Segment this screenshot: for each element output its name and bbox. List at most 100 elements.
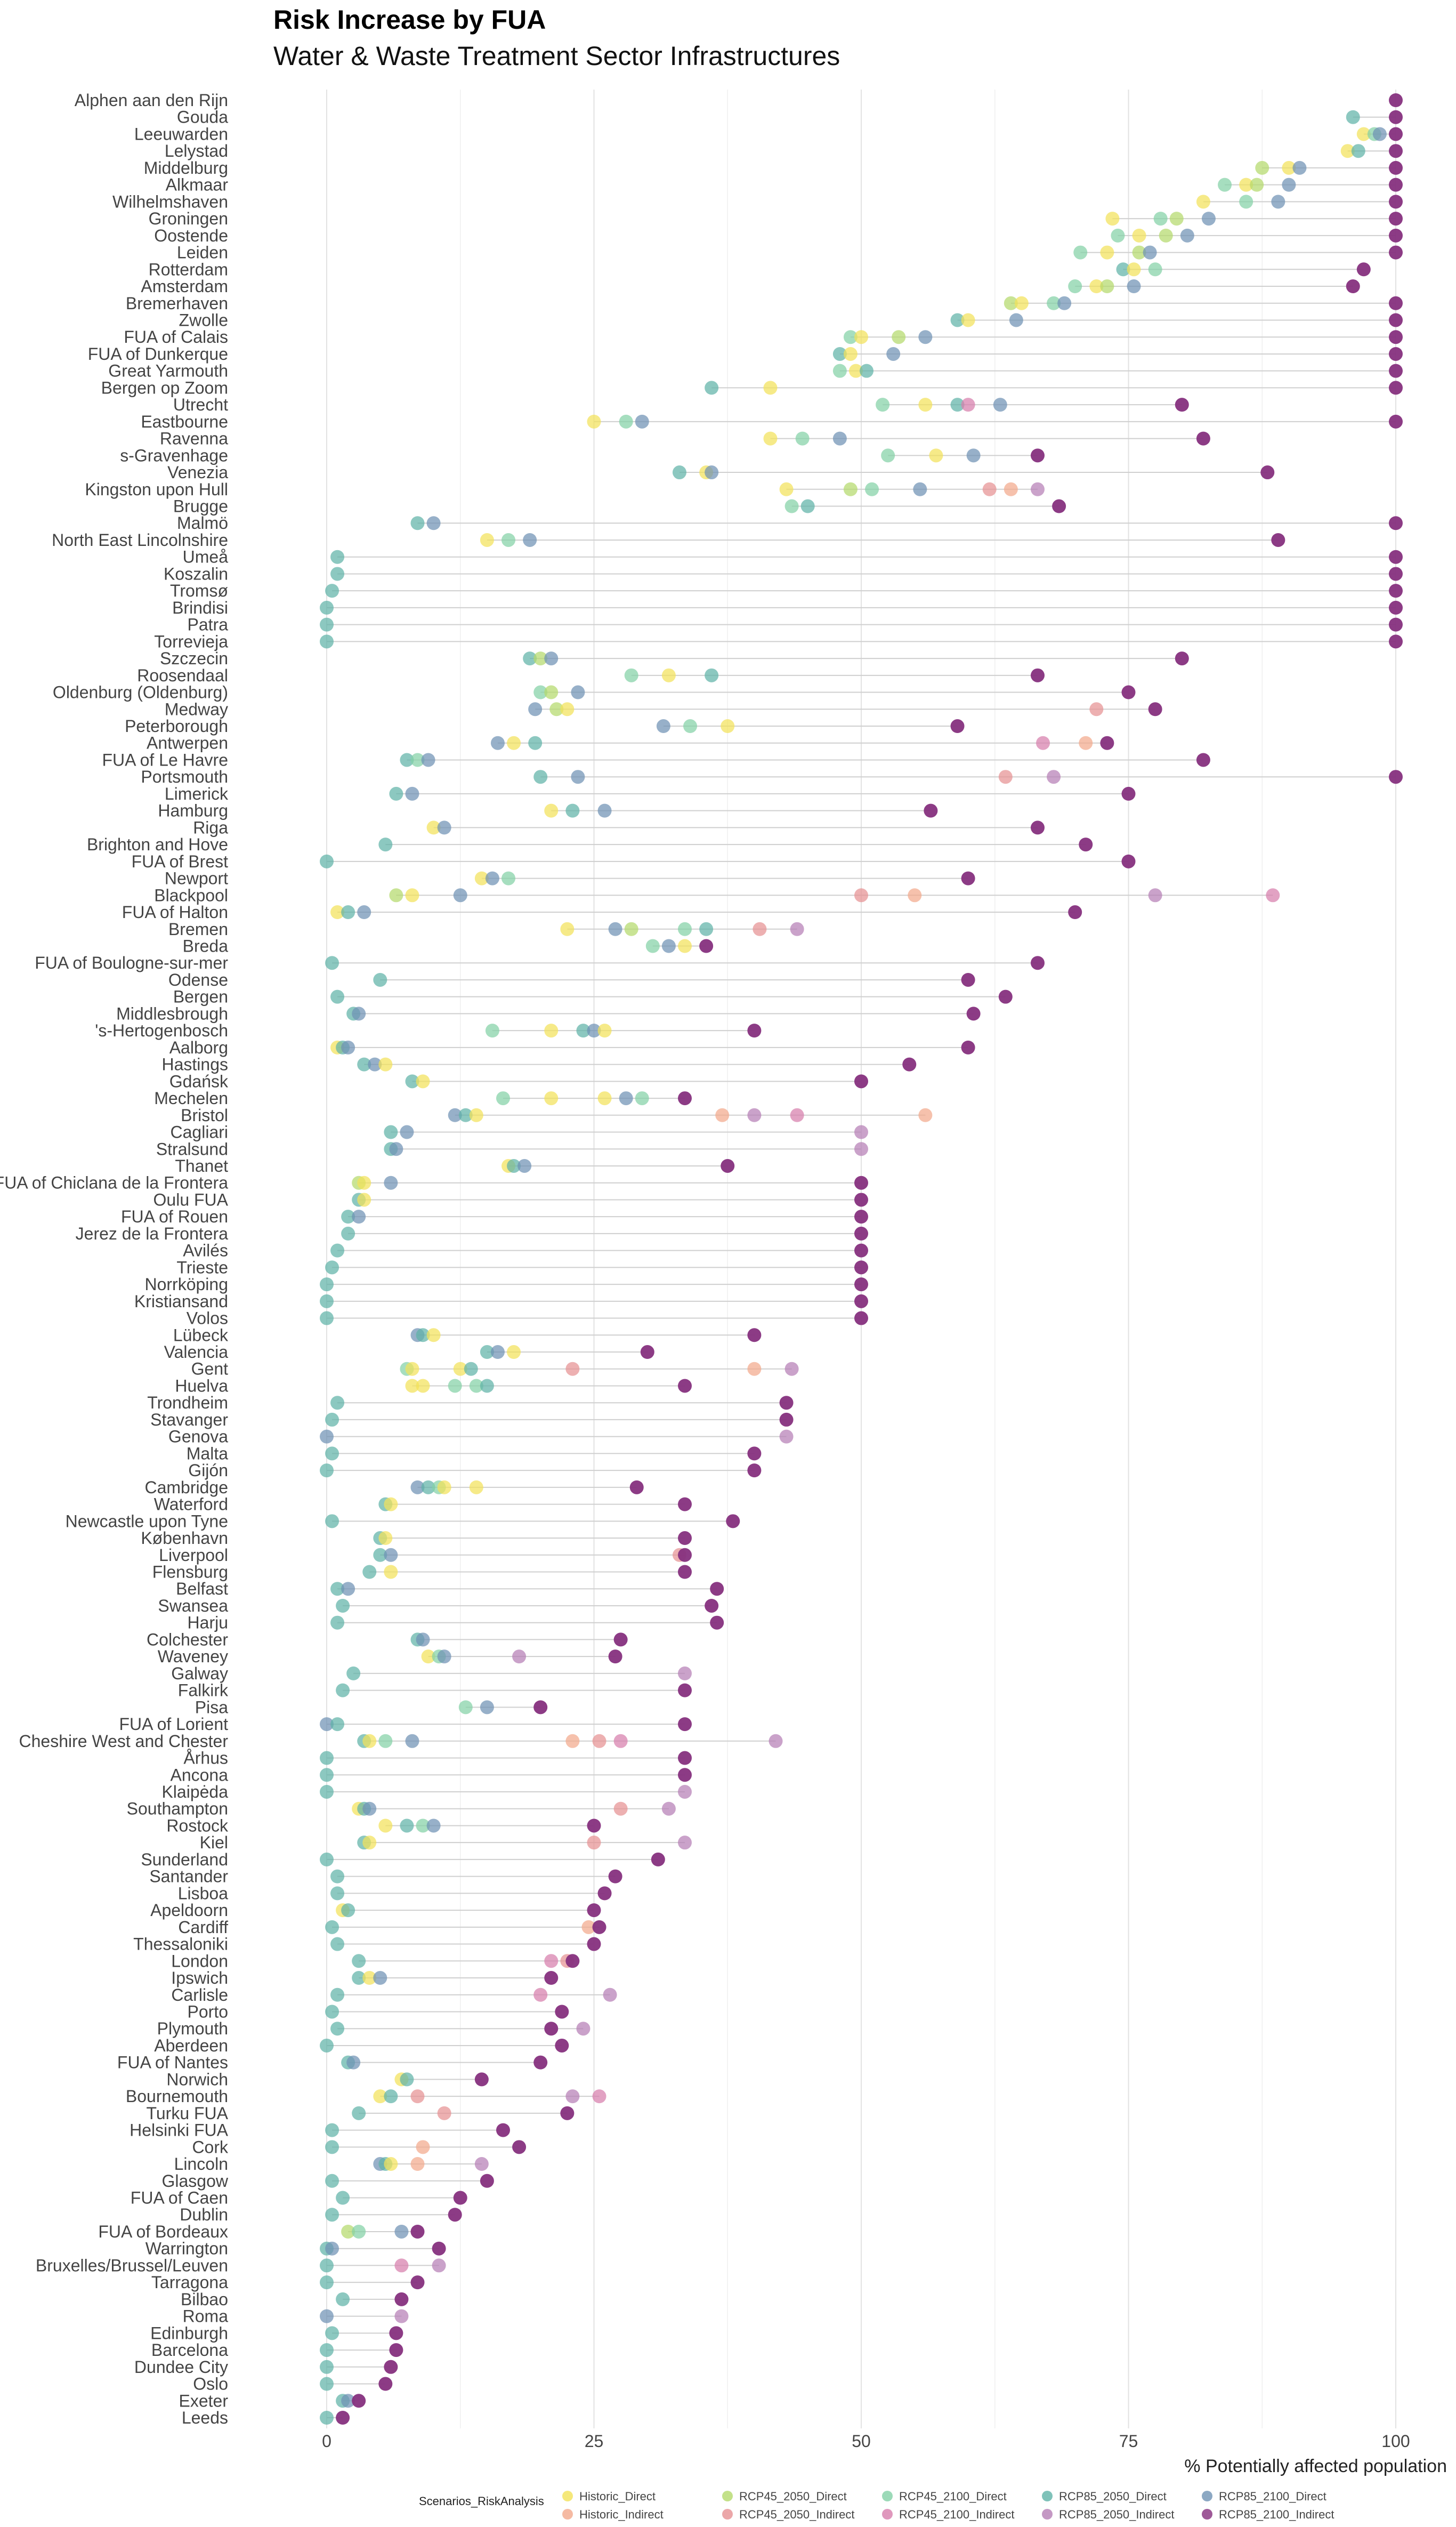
data-point-rcp85-2100-indirect <box>629 1480 644 1494</box>
data-point-rcp85-2050-indirect <box>1148 888 1162 903</box>
data-point-rcp85-2050-direct <box>480 1379 494 1393</box>
data-point-rcp85-2050-direct <box>320 2258 334 2273</box>
data-point-historic-direct <box>1127 262 1141 277</box>
data-point-rcp85-2100-indirect <box>474 2072 489 2087</box>
category-label: Valencia <box>164 1342 229 1362</box>
data-point-historic-direct <box>357 1193 371 1207</box>
category-label: Patra <box>188 615 229 634</box>
category-label: Lübeck <box>173 1325 229 1345</box>
data-point-rcp85-2050-direct <box>523 651 537 666</box>
data-point-rcp45-2100-direct <box>624 668 638 682</box>
data-point-rcp85-2100-indirect <box>1196 431 1210 446</box>
data-point-rcp85-2100-direct <box>384 1176 398 1190</box>
data-point-historic-direct <box>426 1328 441 1342</box>
category-label: Roosendaal <box>137 666 228 685</box>
data-point-rcp45-2050-direct <box>1132 245 1146 260</box>
data-point-rcp85-2100-indirect <box>961 972 975 987</box>
data-point-rcp85-2100-direct <box>1282 178 1296 192</box>
data-point-historic-direct <box>362 1971 377 1985</box>
category-label: Koszalin <box>164 564 228 583</box>
data-point-rcp85-2050-direct <box>325 2174 339 2188</box>
category-label: Gouda <box>177 108 228 127</box>
data-point-rcp85-2050-direct <box>705 381 719 395</box>
data-point-rcp85-2100-indirect <box>597 1886 612 1901</box>
category-label: Odense <box>168 970 228 989</box>
category-label: Newport <box>165 869 228 888</box>
data-point-rcp85-2050-direct <box>1116 262 1130 277</box>
data-point-rcp85-2100-direct <box>490 1345 505 1359</box>
data-point-rcp85-2100-indirect <box>1260 465 1275 480</box>
data-point-rcp85-2100-indirect <box>854 1210 868 1224</box>
data-point-rcp85-2100-indirect <box>1030 448 1045 463</box>
category-label: Lelystad <box>165 141 228 160</box>
data-point-rcp85-2100-indirect <box>389 2343 403 2357</box>
data-point-historic-direct <box>437 1480 451 1494</box>
category-label: Genova <box>168 1427 228 1446</box>
data-point-rcp85-2100-indirect <box>1389 330 1403 344</box>
data-point-rcp85-2100-indirect <box>555 2005 569 2019</box>
data-point-rcp85-2050-direct <box>320 2343 334 2357</box>
data-point-rcp85-2100-indirect <box>1389 516 1403 530</box>
category-label: Rotterdam <box>149 260 228 279</box>
data-point-rcp85-2100-indirect <box>587 1937 601 1951</box>
data-point-rcp85-2100-indirect <box>512 2140 527 2154</box>
data-point-rcp85-2100-direct <box>405 1734 419 1748</box>
data-point-rcp85-2050-indirect <box>678 1836 692 1850</box>
data-point-rcp85-2100-direct <box>490 736 505 750</box>
data-point-rcp85-2100-indirect <box>961 1040 975 1055</box>
data-point-rcp45-2100-direct <box>619 414 633 429</box>
data-point-rcp85-2100-indirect <box>1389 364 1403 378</box>
data-point-historic-direct <box>384 2157 398 2171</box>
data-point-rcp45-2050-direct <box>389 888 403 903</box>
data-point-rcp85-2100-direct <box>341 1040 355 1055</box>
category-label: Bremerhaven <box>126 294 228 313</box>
category-label: Sunderland <box>141 1850 228 1869</box>
data-point-rcp85-2100-direct <box>656 719 670 734</box>
data-point-rcp85-2050-direct <box>528 736 543 750</box>
category-label: Lincoln <box>174 2154 228 2174</box>
data-point-rcp85-2050-direct <box>341 1903 355 1918</box>
data-point-rcp85-2050-direct <box>320 600 334 615</box>
data-point-rcp85-2050-direct <box>320 634 334 649</box>
legend-key <box>1202 2509 1212 2520</box>
data-point-rcp85-2100-indirect <box>1389 414 1403 429</box>
data-point-rcp45-2100-direct <box>832 364 847 378</box>
data-point-rcp85-2050-direct <box>400 753 414 767</box>
category-label: Breda <box>183 936 229 955</box>
data-point-rcp85-2100-indirect <box>678 1717 692 1732</box>
data-point-rcp85-2050-direct <box>357 1057 371 1072</box>
data-point-historic-indirect <box>410 2157 425 2171</box>
data-point-rcp85-2100-direct <box>410 1480 425 1494</box>
category-label: Bremen <box>168 920 228 939</box>
data-point-rcp85-2100-direct <box>1271 195 1285 209</box>
category-label: Kingston upon Hull <box>85 480 228 499</box>
chart-title: Risk Increase by FUA <box>273 5 546 35</box>
data-point-rcp45-2100-indirect <box>592 2089 606 2104</box>
data-point-rcp85-2100-indirect <box>678 1091 692 1106</box>
category-label: Malta <box>187 1444 228 1463</box>
category-label: FUA of Boulogne-sur-mer <box>35 953 228 972</box>
category-label: Exeter <box>179 2391 229 2410</box>
data-point-historic-direct <box>362 1734 377 1748</box>
data-point-rcp85-2100-indirect <box>1389 567 1403 581</box>
category-label: Gijón <box>188 1461 228 1480</box>
data-point-rcp85-2100-direct <box>325 2241 339 2256</box>
category-label: Kristiansand <box>134 1292 228 1311</box>
category-label: FUA of Lorient <box>119 1715 228 1734</box>
data-point-rcp85-2050-direct <box>336 1683 350 1697</box>
data-point-rcp85-2100-indirect <box>998 989 1013 1004</box>
data-point-historic-indirect <box>1079 736 1093 750</box>
data-point-rcp85-2100-indirect <box>394 2292 409 2306</box>
data-point-rcp45-2100-indirect <box>394 2258 409 2273</box>
data-point-rcp45-2050-indirect <box>437 2106 451 2120</box>
data-point-rcp85-2100-indirect <box>705 1598 719 1613</box>
data-point-rcp85-2050-direct <box>320 1463 334 1478</box>
data-point-rcp85-2100-direct <box>405 786 419 801</box>
data-point-rcp85-2100-indirect <box>410 2224 425 2239</box>
data-point-rcp85-2100-indirect <box>924 803 938 818</box>
data-point-rcp85-2100-indirect <box>1389 617 1403 632</box>
data-point-rcp85-2100-indirect <box>1196 753 1210 767</box>
category-label: Blackpool <box>154 886 228 905</box>
category-label: FUA of Rouen <box>121 1207 228 1226</box>
data-point-historic-direct <box>405 888 419 903</box>
